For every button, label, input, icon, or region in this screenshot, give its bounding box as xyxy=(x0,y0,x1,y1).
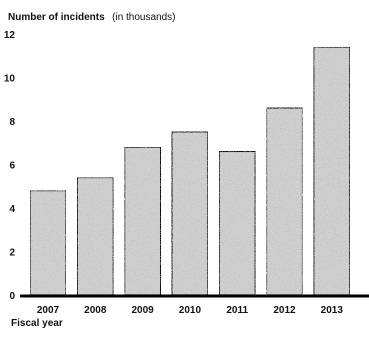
x-tick-label-2013: 2013 xyxy=(321,305,344,316)
x-tick-labels: 2007 2008 2009 2010 2011 2012 2013 xyxy=(37,305,343,316)
y-tick-labels: 0 2 4 6 8 10 12 xyxy=(4,30,16,302)
y-tick-label-8: 8 xyxy=(9,117,15,128)
y-tick-label-6: 6 xyxy=(9,161,15,172)
y-axis-title-main: Number of incidents xyxy=(8,12,105,23)
y-tick-label-10: 10 xyxy=(4,74,16,85)
bar-2013 xyxy=(313,46,351,296)
y-tick-label-4: 4 xyxy=(9,204,15,215)
x-tick-label-2011: 2011 xyxy=(226,305,248,316)
x-tick-label-2010: 2010 xyxy=(179,305,202,316)
y-axis-title-unit: (in thousands) xyxy=(112,12,175,23)
bar-2007 xyxy=(29,190,67,296)
bar-2011 xyxy=(218,150,256,296)
bars xyxy=(29,46,351,296)
x-tick-label-2007: 2007 xyxy=(37,305,60,316)
y-axis-title: Number of incidents (in thousands) xyxy=(8,7,176,24)
bar-2008 xyxy=(76,176,114,296)
x-tick-label-2009: 2009 xyxy=(131,305,154,316)
bar-2012 xyxy=(265,107,304,296)
x-tick-label-2008: 2008 xyxy=(84,305,107,316)
y-tick-label-2: 2 xyxy=(9,248,15,259)
x-axis-title: Fiscal year xyxy=(11,318,63,329)
y-tick-label-12: 12 xyxy=(4,30,16,41)
bar-2009 xyxy=(123,146,162,296)
bar-2010 xyxy=(171,131,209,296)
x-tick-label-2012: 2012 xyxy=(273,305,296,316)
y-tick-label-0: 0 xyxy=(9,291,15,302)
